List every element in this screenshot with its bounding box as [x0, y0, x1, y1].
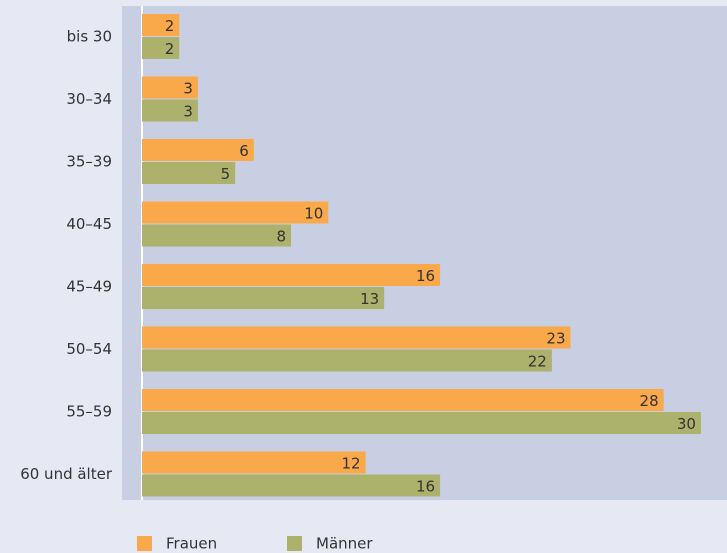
bar	[142, 389, 664, 411]
y-tick-label: 50–54	[66, 340, 112, 358]
bar	[142, 76, 198, 99]
y-tick-label: 60 und älter	[20, 465, 113, 483]
bar	[142, 264, 441, 286]
bar	[142, 349, 552, 372]
value-label: 10	[304, 205, 323, 223]
value-label: 2	[165, 40, 175, 58]
legend-label: Männer	[316, 535, 373, 553]
y-tick-label: 40–45	[66, 215, 112, 233]
bar	[142, 99, 198, 122]
value-label: 16	[416, 478, 435, 496]
bar	[142, 287, 385, 309]
legend-swatch	[137, 536, 152, 551]
legend-swatch	[287, 536, 302, 551]
bar	[142, 201, 329, 224]
value-label: 28	[640, 392, 659, 410]
value-label: 3	[183, 103, 193, 121]
y-tick-label: 35–39	[66, 153, 112, 171]
y-tick-label: 30–34	[66, 90, 112, 108]
value-label: 5	[221, 165, 231, 183]
bar	[142, 412, 701, 434]
value-label: 3	[183, 80, 193, 98]
bar	[142, 139, 254, 161]
value-label: 13	[360, 290, 379, 308]
bar	[142, 326, 571, 349]
value-label: 16	[416, 267, 435, 285]
value-label: 30	[677, 415, 696, 433]
bar	[142, 37, 180, 59]
y-tick-label: 45–49	[66, 278, 112, 296]
bar	[142, 224, 292, 247]
value-label: 8	[276, 228, 286, 246]
value-label: 6	[239, 142, 249, 160]
legend-label: Frauen	[166, 535, 217, 553]
y-tick-label: 55–59	[66, 403, 112, 421]
bar	[142, 14, 180, 36]
value-label: 23	[546, 330, 565, 348]
y-tick-label: bis 30	[67, 28, 112, 46]
value-label: 2	[165, 17, 175, 35]
value-label: 22	[528, 353, 547, 371]
bar	[142, 474, 441, 497]
bar	[142, 451, 366, 474]
bar	[142, 162, 236, 184]
value-label: 12	[341, 455, 360, 473]
